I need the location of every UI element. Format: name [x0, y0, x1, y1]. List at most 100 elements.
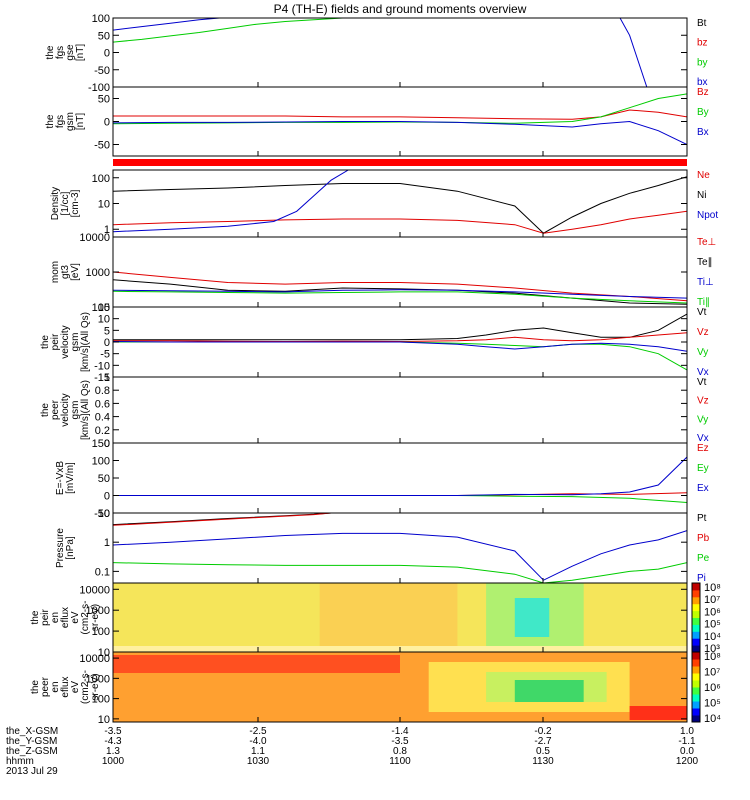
legend-fgs-gsm-Bz: Bz — [697, 87, 709, 98]
legend-pressure-Pi: Pi — [697, 573, 706, 584]
y-tick-label: 0.6 — [95, 398, 110, 410]
y-tick-label: 1000 — [86, 673, 110, 685]
y-axis-label-line: peer — [50, 399, 61, 420]
legend-velocity-esa-Vz: Vz — [697, 327, 709, 338]
y-axis-label-line: [km/s](All Qs) — [80, 312, 91, 372]
xaxis-value: 1130 — [532, 756, 554, 767]
y-tick-label: 0.4 — [95, 412, 110, 424]
colorbar-segment — [692, 708, 700, 716]
panel-frame-efield — [112, 442, 688, 514]
y-tick-label: 0 — [104, 117, 110, 129]
colorbar-segment — [692, 715, 700, 723]
xaxis-value: 1030 — [247, 756, 270, 767]
colorbar-segment — [692, 596, 700, 605]
y-tick-label: 1 — [104, 224, 110, 236]
legend-efield-Ex: Ex — [697, 483, 709, 494]
y-axis-label-line: sr-eV) — [90, 673, 101, 700]
xaxis-row-label: the_X-GSM — [6, 726, 58, 737]
legend-velocity-sst-Vz: Vz — [697, 396, 709, 407]
y-tick-label: 10000 — [79, 584, 110, 596]
colorbar-frame — [691, 651, 701, 723]
xaxis-value: -2.5 — [249, 726, 267, 737]
colorbar-tick-label: 10⁸ — [704, 651, 721, 663]
y-tick-label: -15 — [94, 372, 110, 384]
y-tick-label: 0 — [104, 337, 110, 349]
y-axis-label-line: the — [30, 610, 41, 624]
legend-pressure-Pt: Pt — [697, 513, 707, 524]
y-axis-label-line: E=-VxB — [55, 461, 66, 496]
series-temperature-Te∥ — [113, 279, 687, 305]
y-tick-label: 50 — [98, 30, 110, 42]
y-tick-label: 1 — [104, 372, 110, 384]
legend-density-Ne: Ne — [697, 170, 710, 181]
spectrogram-region — [113, 655, 400, 673]
y-axis-label-line: eflux — [60, 607, 71, 628]
time-separator-bar — [113, 159, 687, 166]
xaxis-value: -4.3 — [104, 736, 122, 747]
legend-velocity-esa-Vx: Vx — [697, 367, 709, 378]
colorbar-tick-label: 10⁶ — [704, 606, 721, 618]
y-axis-label-line: mom — [50, 261, 61, 283]
legend-temperature-Te∥: Te∥ — [697, 257, 713, 268]
y-axis-label-line: the — [45, 45, 56, 59]
legend-fgs-gse-by: by — [697, 57, 708, 68]
y-tick-label: 0.1 — [95, 566, 110, 578]
y-axis-label-line: gsm — [70, 401, 81, 420]
y-tick-label: 100 — [92, 456, 110, 468]
y-axis-label-line: the — [40, 335, 51, 349]
legend-velocity-sst-Vx: Vx — [697, 433, 709, 444]
legend-temperature-Ti∥: Ti∥ — [697, 297, 710, 308]
panel-frame-temperature — [112, 236, 688, 308]
y-tick-label: -50 — [94, 65, 110, 77]
xaxis-value: -3.5 — [104, 726, 122, 737]
colorbar-segment — [692, 666, 700, 674]
colorbar-segment — [692, 701, 700, 709]
legend-pressure-Pb: Pb — [697, 533, 710, 544]
legend-velocity-sst-Vy: Vy — [697, 414, 708, 425]
xaxis-value: -1.4 — [391, 726, 409, 737]
series-pressure-Pb — [113, 513, 332, 526]
legend-fgs-gse-bz: bz — [697, 38, 708, 49]
y-tick-label: 50 — [98, 473, 110, 485]
series-density-Ni — [113, 176, 687, 234]
y-axis-label-line: the — [45, 114, 56, 128]
y-axis-label-line: the — [40, 403, 51, 417]
colorbar-segment — [692, 603, 700, 612]
colorbar-tick-label: 10⁷ — [704, 667, 720, 679]
chart-title: P4 (TH-E) fields and ground moments over… — [274, 2, 527, 16]
series-temperature-Ti⊥ — [113, 289, 687, 299]
y-axis-label-line: en — [50, 612, 61, 623]
legend-fgs-gse-Bt: Bt — [697, 18, 707, 29]
series-velocity-esa-Vt — [113, 313, 687, 341]
legend-fgs-gsm-Bx: Bx — [697, 127, 709, 138]
y-tick-label: 1000 — [86, 605, 110, 617]
spectrogram-region — [629, 706, 687, 720]
xaxis-value: 1.0 — [680, 726, 694, 737]
colorbar-segment — [692, 624, 700, 632]
xaxis-row-label: hhmm — [6, 756, 34, 767]
legend-fgs-gse-bx: bx — [697, 77, 708, 88]
y-axis-label-line: [nT] — [75, 44, 86, 61]
colorbar-segment — [692, 694, 700, 702]
series-efield-Ey — [113, 495, 687, 503]
spectrogram-region — [514, 680, 584, 702]
colorbar-tick-label: 10⁵ — [704, 619, 721, 631]
colorbar-segment — [692, 589, 700, 598]
xaxis-value: 1100 — [389, 756, 411, 767]
colorbar-segment — [692, 680, 700, 688]
y-axis-label-line: eV — [70, 681, 81, 694]
colorbar-tick-label: 10⁴ — [704, 631, 721, 643]
y-axis-label-line: fgs — [55, 115, 66, 128]
series-fgs-gse-bx — [113, 18, 648, 87]
legend-velocity-esa-Vy: Vy — [697, 347, 708, 358]
panel-frame-fgs-gse — [112, 17, 688, 88]
series-velocity-esa-Vz — [113, 332, 687, 343]
y-tick-label: 1000 — [86, 267, 110, 279]
y-tick-label: 10 — [98, 647, 110, 659]
colorbar-segment — [692, 583, 700, 591]
y-axis-label-line: (cm2-s- — [80, 670, 91, 704]
y-tick-label: 10 — [98, 314, 110, 326]
y-tick-label: 50 — [98, 94, 110, 106]
y-tick-label: 1 — [104, 537, 110, 549]
